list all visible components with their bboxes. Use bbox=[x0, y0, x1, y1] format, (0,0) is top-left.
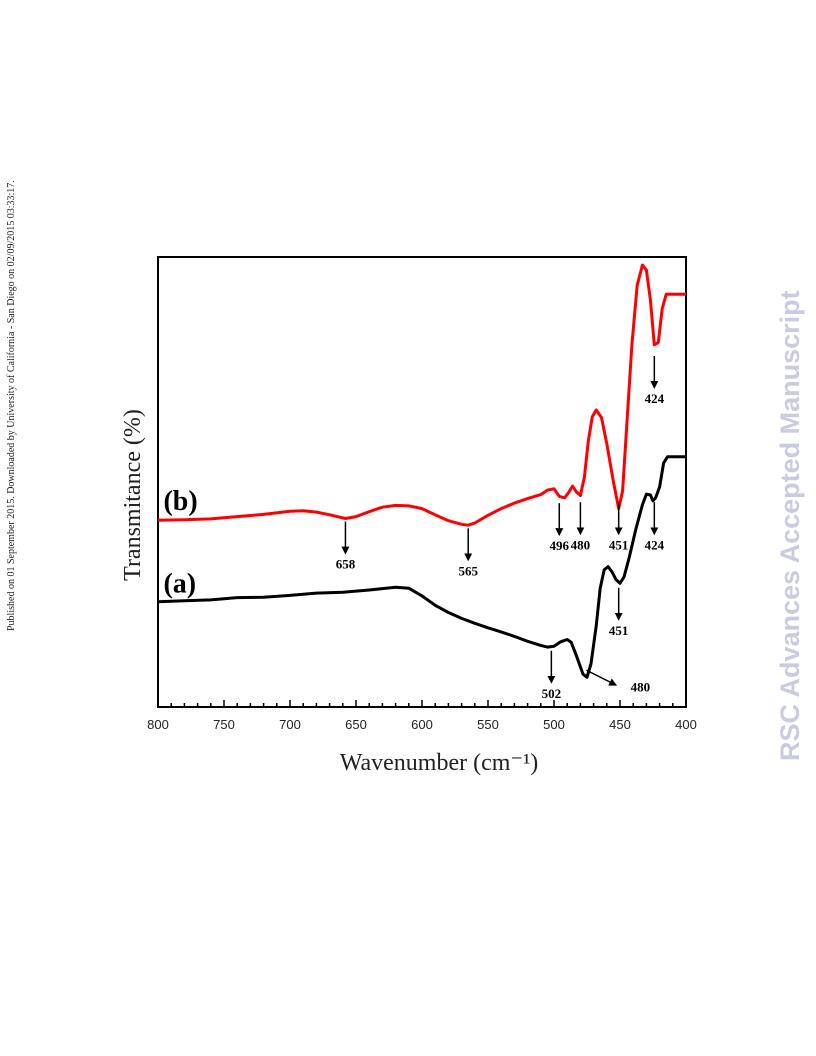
series-label: (b) bbox=[163, 486, 197, 517]
x-axis-tick-labels: 800 750 700 650 600 550 500 450 400 bbox=[147, 717, 697, 732]
peak-label: 658 bbox=[336, 557, 356, 572]
peak-label: 451 bbox=[609, 623, 629, 638]
x-tick-label: 450 bbox=[609, 717, 631, 732]
x-tick-label: 600 bbox=[411, 717, 433, 732]
x-tick-label: 700 bbox=[279, 717, 301, 732]
x-tick-label: 550 bbox=[477, 717, 499, 732]
x-tick-label: 750 bbox=[213, 717, 235, 732]
x-tick-label: 500 bbox=[543, 717, 565, 732]
series-line-a bbox=[157, 455, 686, 679]
peak-label: 480 bbox=[631, 679, 651, 694]
peak-label: 502 bbox=[542, 686, 562, 701]
series-label: (a) bbox=[163, 568, 196, 599]
x-tick-label: 650 bbox=[345, 717, 367, 732]
plot-frame bbox=[157, 256, 687, 708]
peak-label: 424 bbox=[645, 391, 665, 406]
peak-label: 496 bbox=[550, 538, 570, 553]
x-axis-label: Wavenumber (cm⁻¹) bbox=[340, 750, 539, 776]
peak-label: 565 bbox=[458, 563, 478, 578]
series-line-b bbox=[157, 263, 686, 527]
x-tick-label: 800 bbox=[147, 717, 169, 732]
series-layer bbox=[157, 263, 686, 679]
peak-label: 451 bbox=[609, 537, 629, 552]
peak-arrow bbox=[586, 669, 618, 686]
x-tick-label: 400 bbox=[675, 717, 697, 732]
y-axis-label: Transmitance (%) bbox=[120, 409, 146, 581]
x-axis-ticks bbox=[157, 700, 687, 707]
peak-label: 480 bbox=[571, 537, 591, 552]
peak-label: 424 bbox=[645, 537, 665, 552]
